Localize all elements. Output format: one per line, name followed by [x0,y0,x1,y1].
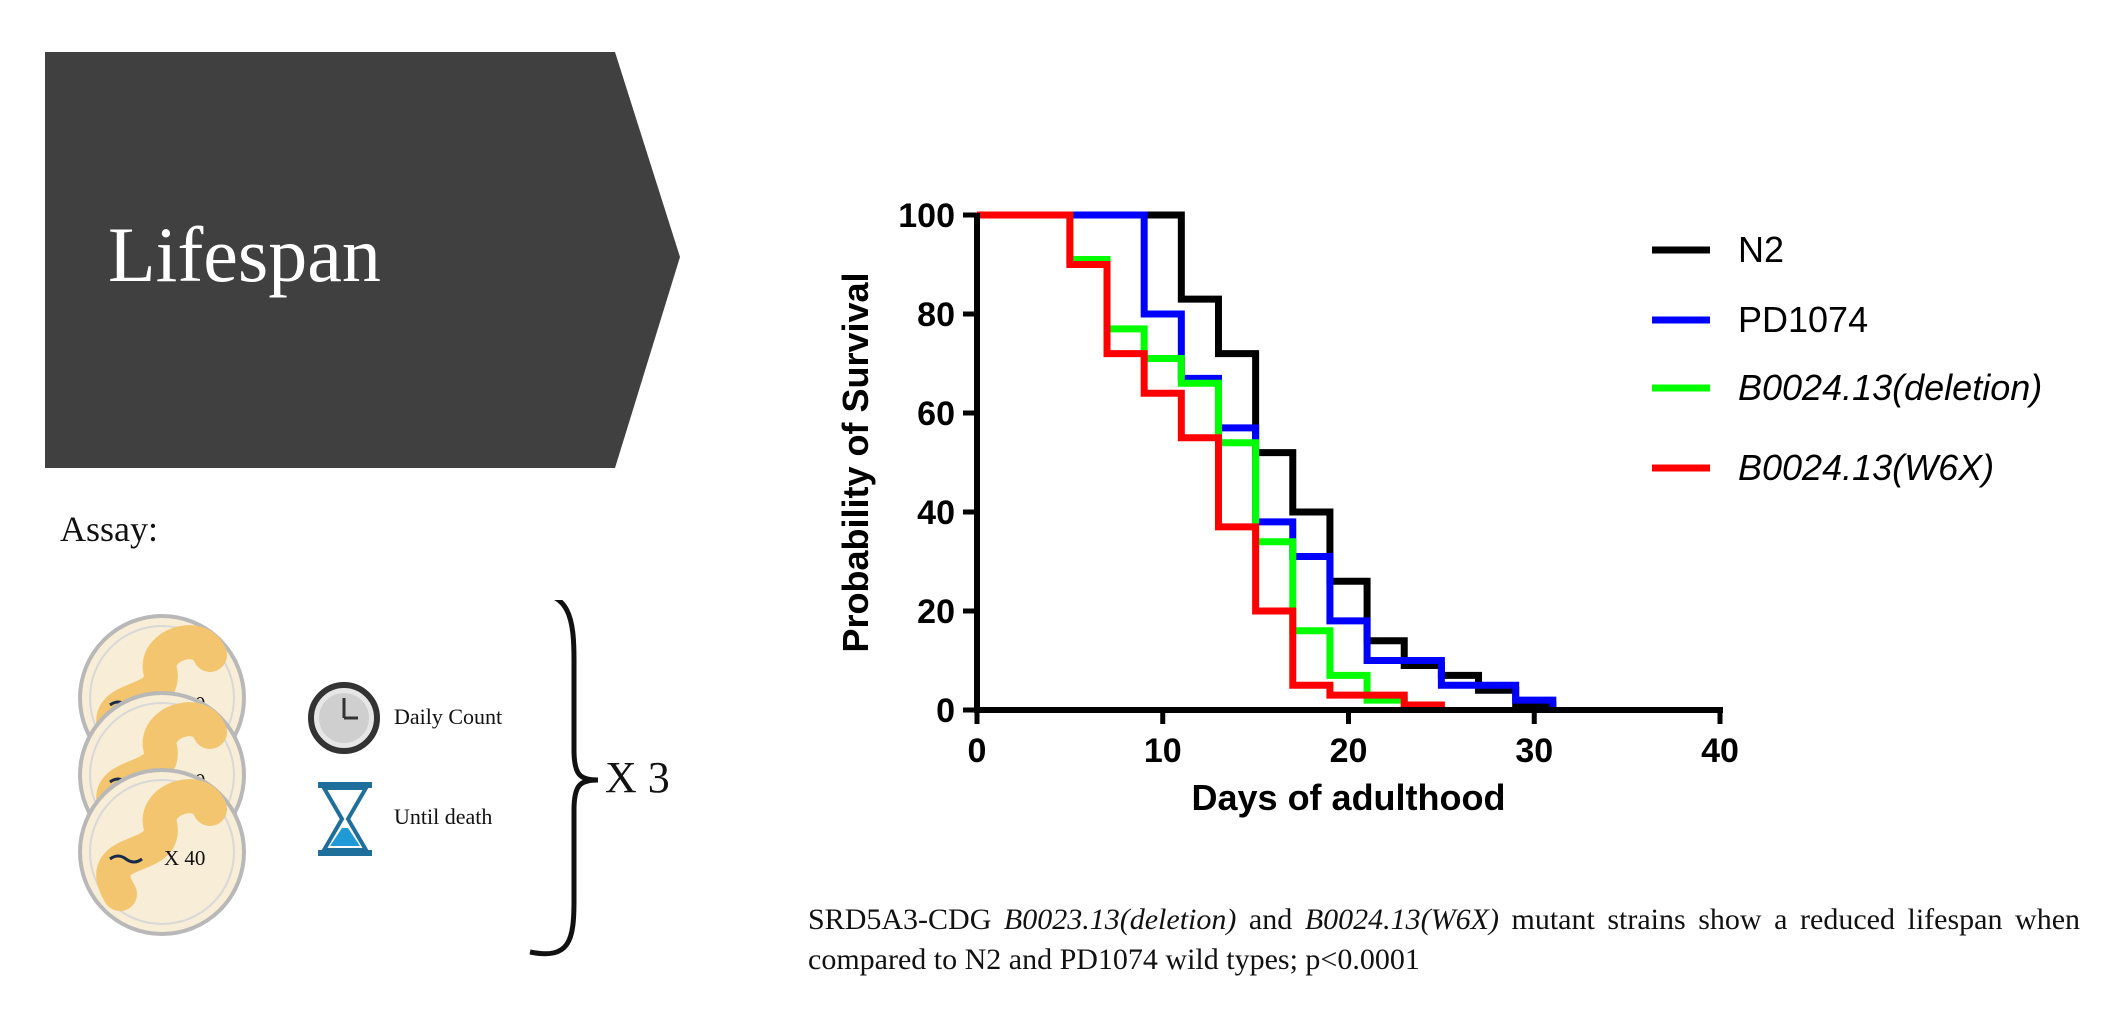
x-tick-label: 40 [1701,732,1739,770]
y-tick-label: 80 [917,296,955,334]
y-tick-label: 100 [898,197,955,235]
x-tick-label: 30 [1515,732,1553,770]
y-tick-label: 0 [936,692,955,730]
repeat-label: X 3 [605,753,670,802]
caption-prefix: SRD5A3-CDG [808,903,1004,936]
series-line-3 [977,211,1445,710]
legend-label: B0024.13(deletion) [1738,367,2042,408]
y-tick-label: 60 [917,395,955,433]
assay-label: Assay: [60,509,158,549]
clock-icon [308,682,380,754]
legend-label: N2 [1738,229,1784,270]
assay-diagram: X 40 X 40 X 40 [78,600,599,957]
x-tick-label: 10 [1144,732,1182,770]
x-tick-label: 20 [1330,732,1368,770]
y-axis-label: Probability of Survival [835,272,876,652]
caption-suffix: mutant strains show a reduced lifespan w… [808,903,2081,976]
caption-strain-deletion: B0023.13(deletion) [1003,903,1237,936]
series-line-2 [977,211,1408,710]
legend-label: PD1074 [1738,299,1868,340]
x-axis-label: Days of adulthood [1192,777,1506,818]
caption-strain-w6x: B0024.13(W6X) [1304,903,1499,936]
petri-dish: X 40 [78,768,246,936]
series-line-1 [977,211,1557,710]
page-title: Lifespan [108,211,381,298]
title-banner [45,52,680,468]
x-tick-label: 0 [968,732,987,770]
y-tick-label: 20 [917,593,955,631]
series-line-0 [977,211,1557,710]
legend-label: B0024.13(W6X) [1738,447,1994,488]
repeat-brace [529,600,599,957]
survival-chart: 0 20 40 60 80 100 0 10 20 30 40 Days of adulthood Pr… [835,197,2042,818]
caption-and: and [1236,903,1305,936]
step-label-daily-count: Daily Count [394,704,503,729]
plate-count-label: X 40 [164,846,205,870]
step-label-until-death: Until death [394,804,493,829]
figure-caption: SRD5A3-CDG B0023.13(deletion) and B0024.… [808,900,2080,980]
y-tick-label: 40 [917,494,955,532]
hourglass-icon [318,782,372,856]
banner-shape [45,52,680,468]
